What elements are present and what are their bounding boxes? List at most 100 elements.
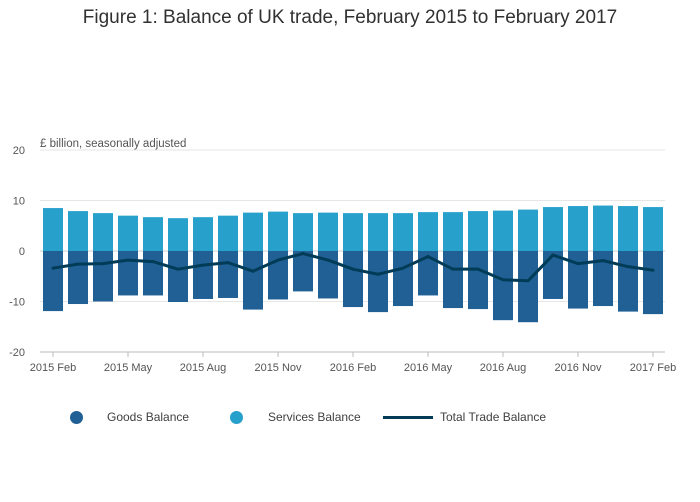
bars <box>43 205 663 323</box>
bar-services[interactable] <box>118 215 138 251</box>
bar-goods[interactable] <box>93 251 113 302</box>
legend-goods[interactable]: Goods Balance <box>70 405 189 429</box>
x-tick-label: 2016 Aug <box>480 362 527 374</box>
bar-services[interactable] <box>543 207 563 251</box>
x-tick-label: 2016 Feb <box>330 362 376 374</box>
legend-total-swatch <box>383 415 433 419</box>
bar-goods[interactable] <box>193 251 213 299</box>
bar-services[interactable] <box>218 215 238 251</box>
bar-services[interactable] <box>418 212 438 251</box>
total-trade-point[interactable] <box>376 272 380 276</box>
bar-goods[interactable] <box>118 251 138 296</box>
total-trade-point[interactable] <box>51 266 55 270</box>
bar-goods[interactable] <box>593 251 613 307</box>
bar-goods[interactable] <box>368 251 388 313</box>
bar-goods[interactable] <box>343 251 363 308</box>
total-trade-point[interactable] <box>401 266 405 270</box>
total-trade-point[interactable] <box>576 262 580 266</box>
y-tick-label: 10 <box>13 196 25 208</box>
total-trade-point[interactable] <box>101 262 105 266</box>
bar-services[interactable] <box>318 212 338 251</box>
y-tick-label: -20 <box>9 347 25 359</box>
total-trade-point[interactable] <box>526 279 530 283</box>
legend-total-label: Total Trade Balance <box>440 410 547 424</box>
total-trade-point[interactable] <box>476 267 480 271</box>
x-tick-label: 2015 Aug <box>180 362 227 374</box>
bar-services[interactable] <box>493 210 513 251</box>
bar-services[interactable] <box>393 213 413 251</box>
bar-services[interactable] <box>293 213 313 251</box>
y-axis-label: £ billion, seasonally adjusted <box>40 138 186 150</box>
bar-goods[interactable] <box>443 251 463 309</box>
total-trade-point[interactable] <box>451 267 455 271</box>
chart-area: £ billion, seasonally adjusted 20 10 0 -10 -… <box>9 138 676 374</box>
total-trade-point[interactable] <box>126 258 130 262</box>
bar-services[interactable] <box>643 207 663 251</box>
bar-goods[interactable] <box>68 251 88 305</box>
total-trade-point[interactable] <box>651 268 655 272</box>
legend: Goods Balance Services Balance Total Tra… <box>0 405 700 429</box>
x-tick-label: 2015 May <box>104 362 153 374</box>
bar-goods[interactable] <box>168 251 188 303</box>
total-trade-point[interactable] <box>76 262 80 266</box>
total-line <box>51 252 655 283</box>
bar-goods[interactable] <box>543 251 563 299</box>
bar-services[interactable] <box>593 205 613 251</box>
bar-goods[interactable] <box>218 251 238 298</box>
total-trade-point[interactable] <box>251 269 255 273</box>
bar-goods[interactable] <box>43 251 63 312</box>
x-axis: 2015 Feb 2015 May 2015 Aug 2015 Nov 2016 Feb… <box>30 351 676 374</box>
bar-goods[interactable] <box>568 251 588 309</box>
bar-services[interactable] <box>168 218 188 251</box>
legend-services[interactable]: Services Balance <box>230 405 361 429</box>
bar-services[interactable] <box>243 212 263 251</box>
total-trade-point[interactable] <box>176 267 180 271</box>
bar-goods[interactable] <box>418 251 438 296</box>
total-trade-point[interactable] <box>201 263 205 267</box>
bar-goods[interactable] <box>243 251 263 310</box>
total-trade-point[interactable] <box>426 255 430 259</box>
legend-goods-swatch <box>70 410 83 424</box>
bar-services[interactable] <box>568 206 588 251</box>
bar-services[interactable] <box>368 213 388 251</box>
total-trade-point[interactable] <box>226 261 230 265</box>
bar-goods[interactable] <box>643 251 663 315</box>
chart-title: Figure 1: Balance of UK trade, February … <box>82 7 618 28</box>
bar-services[interactable] <box>143 217 163 251</box>
y-tick-label: 20 <box>13 145 25 157</box>
bar-services[interactable] <box>618 206 638 251</box>
x-tick-label: 2015 Feb <box>30 362 76 374</box>
bar-services[interactable] <box>93 213 113 251</box>
total-trade-point[interactable] <box>151 260 155 264</box>
bar-services[interactable] <box>343 213 363 251</box>
x-tick-label: 2015 Nov <box>254 362 302 374</box>
y-axis-ticks: 20 10 0 -10 -20 <box>9 145 25 359</box>
bar-services[interactable] <box>193 217 213 251</box>
total-trade-point[interactable] <box>276 258 280 262</box>
bar-goods[interactable] <box>518 251 538 323</box>
total-trade-point[interactable] <box>351 267 355 271</box>
bar-goods[interactable] <box>393 251 413 307</box>
bar-services[interactable] <box>43 208 63 251</box>
total-trade-point[interactable] <box>551 253 555 257</box>
legend-services-swatch <box>230 410 243 424</box>
bar-goods[interactable] <box>493 251 513 321</box>
legend-total[interactable]: Total Trade Balance <box>383 405 546 429</box>
bar-goods[interactable] <box>143 251 163 296</box>
total-trade-point[interactable] <box>626 265 630 269</box>
x-tick-label: 2017 Feb <box>630 362 676 374</box>
bar-services[interactable] <box>268 211 288 251</box>
legend-services-label: Services Balance <box>268 410 361 424</box>
bar-services[interactable] <box>68 211 88 251</box>
bar-services[interactable] <box>443 212 463 251</box>
bar-services[interactable] <box>518 209 538 251</box>
bar-goods[interactable] <box>293 251 313 292</box>
bar-goods[interactable] <box>618 251 638 312</box>
bar-goods[interactable] <box>468 251 488 310</box>
x-tick-label: 2016 Nov <box>554 362 602 374</box>
total-trade-point[interactable] <box>601 259 605 263</box>
total-trade-point[interactable] <box>326 258 330 262</box>
total-trade-point[interactable] <box>501 278 505 282</box>
bar-services[interactable] <box>468 211 488 251</box>
total-trade-point[interactable] <box>301 252 305 256</box>
